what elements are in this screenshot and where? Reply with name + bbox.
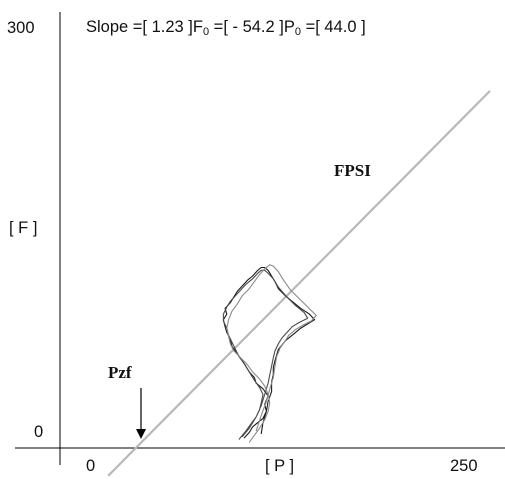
y-tick-label-max: 300 [7, 19, 35, 37]
y-tick-label-min: 0 [34, 423, 43, 441]
x-axis-label: [ P ] [265, 457, 294, 475]
loop-trace-2 [222, 269, 309, 440]
p0-value: 44.0 [324, 18, 356, 36]
fpsi-label: FPSI [334, 161, 371, 180]
x-tick-label-max: 250 [450, 457, 478, 475]
fit-line-fpsi [107, 90, 491, 477]
loop-trace-3 [226, 264, 317, 443]
x-tick-label-min: 0 [86, 457, 95, 475]
slope-value: 1.23 [152, 18, 184, 36]
pzf-label: Pzf [108, 363, 132, 382]
header-formula: Slope =[ 1.23 ]F0 =[ - 54.2 ]P0 =[ 44.0 … [86, 18, 366, 38]
f0-value: 54.2 [243, 18, 275, 36]
pzf-arrow [136, 388, 146, 439]
y-axis-label: [ F ] [9, 219, 37, 237]
